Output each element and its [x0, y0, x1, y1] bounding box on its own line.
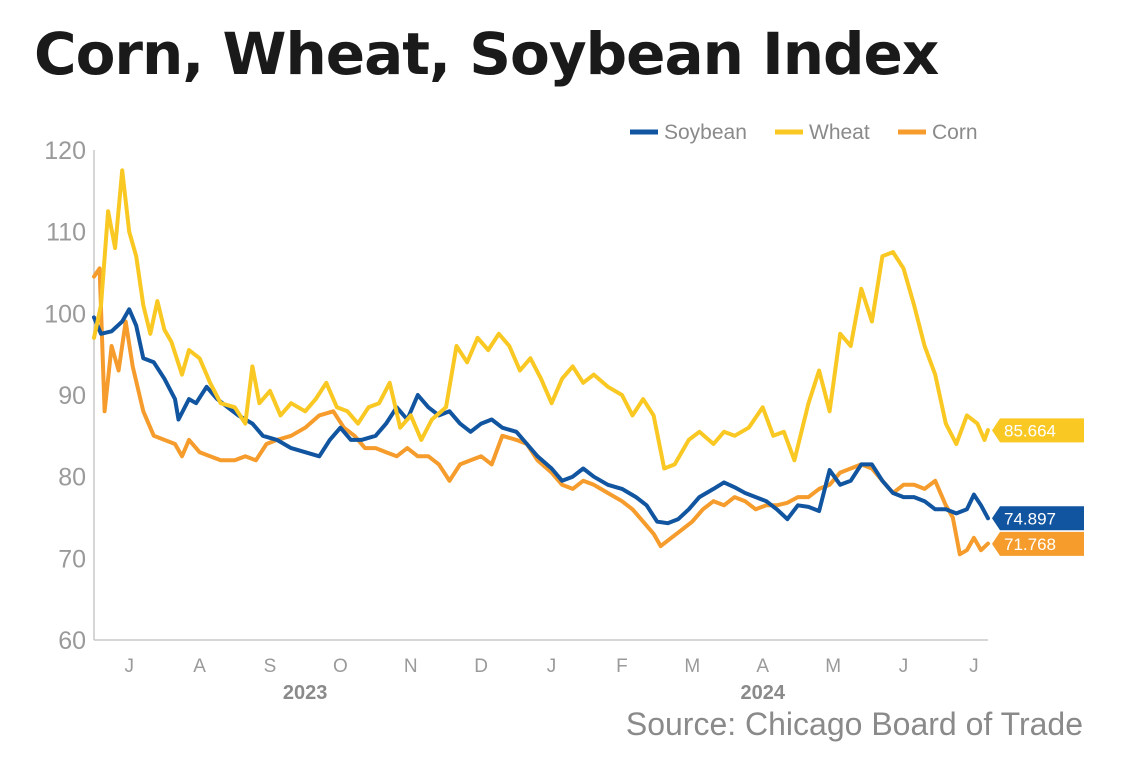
x-tick-label: O: [333, 656, 348, 677]
end-label-tag: [992, 506, 1084, 531]
y-tick-label: 100: [44, 300, 86, 328]
y-tick-label: 120: [44, 137, 86, 165]
source-note: Source: Chicago Board of Trade: [625, 706, 1083, 742]
end-label-wheat: 85.664: [992, 418, 1084, 443]
series-line-corn: [92, 266, 990, 557]
x-tick-label: M: [825, 656, 841, 677]
y-tick-label: 110: [46, 219, 86, 247]
end-label-tag: [992, 531, 1084, 556]
y-tick-label: 60: [58, 627, 86, 655]
x-tick-label: A: [756, 656, 769, 677]
end-label-value: 74.897: [1004, 509, 1056, 528]
legend-item-corn: Corn: [898, 121, 978, 144]
x-tick-label: A: [193, 656, 206, 677]
legend-label: Soybean: [664, 121, 747, 144]
end-label-value: 71.768: [1004, 535, 1056, 554]
end-label-value: 85.664: [1004, 421, 1056, 440]
x-tick-label: N: [404, 656, 418, 677]
series-lines: [92, 168, 990, 557]
chart-title: Corn, Wheat, Soybean Index: [34, 20, 939, 88]
x-tick-label: J: [124, 656, 134, 677]
end-value-labels: 74.897 85.664 71.768: [992, 418, 1084, 556]
year-label: 2024: [740, 682, 785, 704]
end-label-tag: [992, 418, 1084, 443]
x-tick-label: J: [969, 656, 979, 677]
x-tick-label: M: [684, 656, 700, 677]
y-tick-label: 90: [58, 382, 86, 410]
x-tick-label: F: [616, 656, 628, 677]
x-tick-label: D: [474, 656, 488, 677]
legend-label: Wheat: [809, 121, 870, 144]
legend: Soybean Wheat Corn: [630, 121, 978, 144]
end-label-corn: 71.768: [992, 531, 1084, 556]
series-line-wheat: [92, 168, 990, 471]
year-label: 2023: [283, 682, 328, 704]
x-tick-label: S: [264, 656, 277, 677]
legend-item-soybean: Soybean: [630, 121, 747, 144]
series-line-soybean: [92, 307, 990, 526]
end-label-soybean: 74.897: [992, 506, 1084, 531]
x-tick-label: J: [899, 656, 909, 677]
y-tick-label: 70: [58, 545, 86, 573]
legend-label: Corn: [932, 121, 978, 144]
legend-item-wheat: Wheat: [775, 121, 870, 144]
y-tick-label: 80: [58, 464, 86, 492]
axes: 60 70 80 90 100 110 120 J A S O N D J F M A M J J 2023 2024: [44, 137, 988, 704]
x-tick-label: J: [547, 656, 557, 677]
